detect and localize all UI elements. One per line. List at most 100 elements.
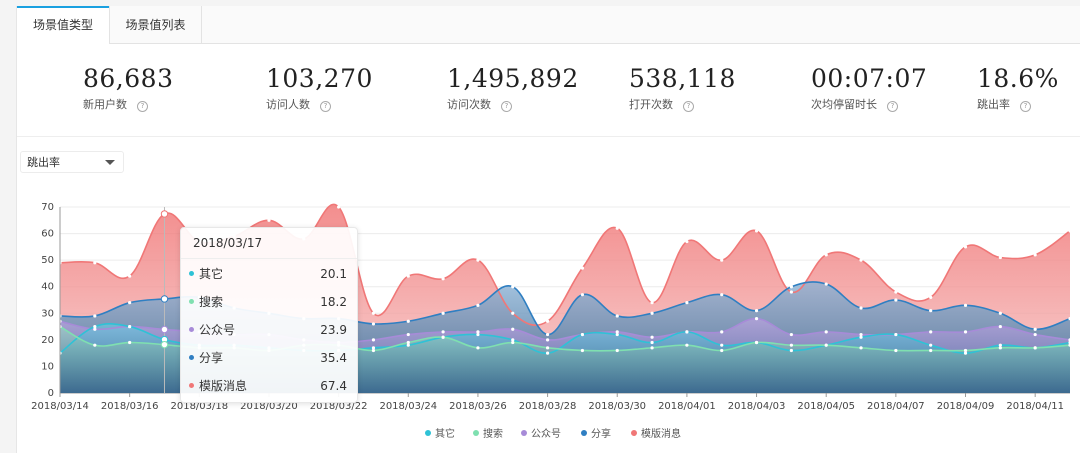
data-point <box>859 332 863 337</box>
y-tick-label: 70 <box>41 202 54 213</box>
data-point <box>1033 346 1037 350</box>
data-point <box>859 306 863 310</box>
data-point <box>998 255 1002 260</box>
data-point <box>963 303 968 307</box>
data-point <box>93 324 97 329</box>
help-icon[interactable]: ? <box>320 101 331 112</box>
data-point <box>789 343 793 347</box>
data-point <box>615 330 619 334</box>
metric-select[interactable]: 跳出率 <box>20 151 124 173</box>
tooltip-dot <box>189 271 194 276</box>
help-icon[interactable]: ? <box>887 101 898 112</box>
help-icon[interactable]: ? <box>1020 101 1031 112</box>
data-point <box>720 293 724 297</box>
stat-label: 访问次数 <box>447 98 491 111</box>
tooltip-dot <box>189 327 194 332</box>
data-point <box>128 274 132 278</box>
x-tick-label: 2018/03/28 <box>519 401 577 412</box>
help-icon[interactable]: ? <box>137 101 148 112</box>
data-point <box>511 338 515 342</box>
data-point <box>337 205 341 209</box>
data-point <box>720 330 724 334</box>
stat-value: 18.6% <box>977 64 1059 93</box>
chart-legend: 其它 搜索 公众号 分享 模版消息 <box>425 427 681 440</box>
data-point <box>545 319 550 323</box>
hover-point <box>160 295 169 303</box>
help-icon[interactable]: ? <box>683 101 694 112</box>
data-point <box>1068 343 1072 347</box>
stat-value: 103,270 <box>266 64 373 93</box>
x-tick-label: 2018/03/20 <box>240 401 298 412</box>
x-tick-label: 2018/04/07 <box>867 401 925 412</box>
data-point <box>580 266 585 270</box>
tooltip-value: 23.9 <box>320 323 347 337</box>
data-point <box>859 346 863 350</box>
data-point <box>894 348 898 353</box>
data-point <box>929 348 933 353</box>
data-point <box>929 343 933 347</box>
data-point <box>929 330 933 334</box>
data-point <box>476 303 480 307</box>
data-point <box>615 332 619 337</box>
tooltip-row: 其它 20.1 <box>189 264 347 284</box>
help-icon[interactable]: ? <box>501 101 512 112</box>
x-tick-label: 2018/03/30 <box>588 401 646 412</box>
legend-item-label: 模版消息 <box>641 427 681 440</box>
x-tick-label: 2018/03/16 <box>101 401 159 412</box>
legend-dot <box>473 430 479 436</box>
data-point <box>1033 253 1037 257</box>
tooltip-label: 分享 <box>199 351 224 365</box>
tooltip-dot <box>189 383 194 388</box>
chevron-down-icon <box>105 160 115 165</box>
data-point <box>859 335 863 339</box>
x-tick-label: 2018/03/24 <box>379 401 437 412</box>
x-tick-label: 2018/04/11 <box>1006 401 1064 412</box>
legend-item-label: 分享 <box>591 427 611 440</box>
y-tick-label: 50 <box>41 255 54 266</box>
chart-axes: 0 10 20 30 40 50 60 70 2018/03/14 2018/03/16 2018/… <box>31 202 1064 412</box>
tooltip-divider <box>181 258 357 259</box>
legend-dot <box>581 430 587 436</box>
stat-opens: 538,118 打开次数? <box>629 64 736 112</box>
data-point <box>441 311 445 315</box>
stat-visits: 1,495,892 访问次数? <box>447 64 579 112</box>
data-point <box>929 295 933 299</box>
stat-bounce-rate: 18.6% 跳出率? <box>977 64 1059 112</box>
tab-bar: 场景值类型 场景值列表 <box>17 6 1080 44</box>
tab-scene-type[interactable]: 场景值类型 <box>17 6 109 44</box>
data-point <box>93 314 97 318</box>
data-point <box>894 290 898 294</box>
data-point <box>406 274 410 278</box>
legend-item-label: 其它 <box>435 427 455 440</box>
data-point <box>615 226 619 230</box>
data-point <box>998 343 1002 347</box>
tooltip-dot <box>189 355 194 360</box>
tooltip-label: 其它 <box>199 267 224 281</box>
hover-point <box>160 210 169 218</box>
data-point <box>93 261 97 265</box>
data-point <box>1068 338 1072 342</box>
data-point <box>650 301 654 305</box>
data-point <box>511 327 515 331</box>
data-point <box>406 332 410 337</box>
tooltip-row: 模版消息 67.4 <box>189 376 347 396</box>
stat-label: 访问人数 <box>266 98 310 111</box>
stat-label: 跳出率 <box>977 98 1010 111</box>
tooltip-label: 模版消息 <box>199 379 248 393</box>
data-point <box>128 301 132 305</box>
tab-scene-list[interactable]: 场景值列表 <box>109 6 202 43</box>
stats-row: 86,683 新用户数? 103,270 访问人数? 1,495,892 访问次… <box>17 44 1080 137</box>
data-point <box>789 285 793 289</box>
data-point <box>371 322 376 326</box>
tooltip-value: 20.1 <box>320 267 347 281</box>
stat-label: 次均停留时长 <box>811 98 877 111</box>
stat-avg-duration: 00:07:07 次均停留时长? <box>811 64 927 112</box>
data-point <box>754 340 759 345</box>
data-point <box>754 229 759 233</box>
data-point <box>789 348 793 353</box>
data-point <box>511 285 515 289</box>
tooltip-value: 18.2 <box>320 295 347 309</box>
data-point <box>545 346 550 350</box>
tooltip-value: 67.4 <box>320 379 347 393</box>
stat-label: 新用户数 <box>83 98 127 111</box>
